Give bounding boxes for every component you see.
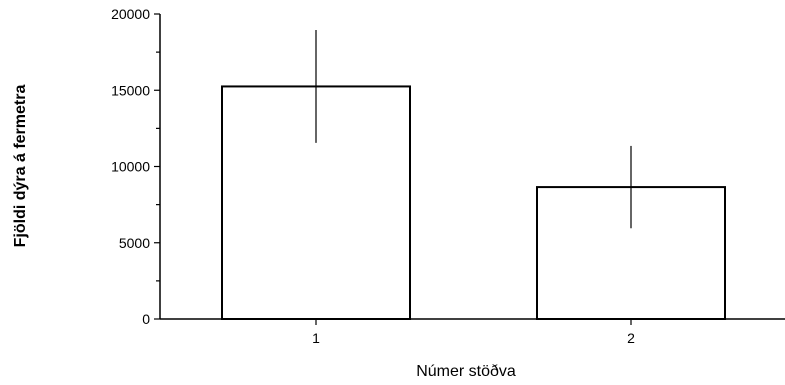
y-ticks-group: 0 5000 10000 15000 20000: [111, 6, 160, 327]
y-tick-label: 5000: [119, 235, 150, 251]
y-axis-label: Fjöldi dýra á fermetra: [12, 85, 29, 248]
error-bars-group: [315, 30, 632, 229]
y-tick-label: 10000: [111, 159, 150, 175]
x-tick-label: 1: [312, 330, 320, 346]
bars-group: [221, 85, 726, 320]
y-tick-label: 0: [142, 311, 150, 327]
y-tick-label: 20000: [111, 6, 150, 22]
y-tick-label: 15000: [111, 82, 150, 98]
x-tick-label: 2: [627, 330, 635, 346]
x-axis-label: Númer stöðva: [416, 363, 516, 380]
